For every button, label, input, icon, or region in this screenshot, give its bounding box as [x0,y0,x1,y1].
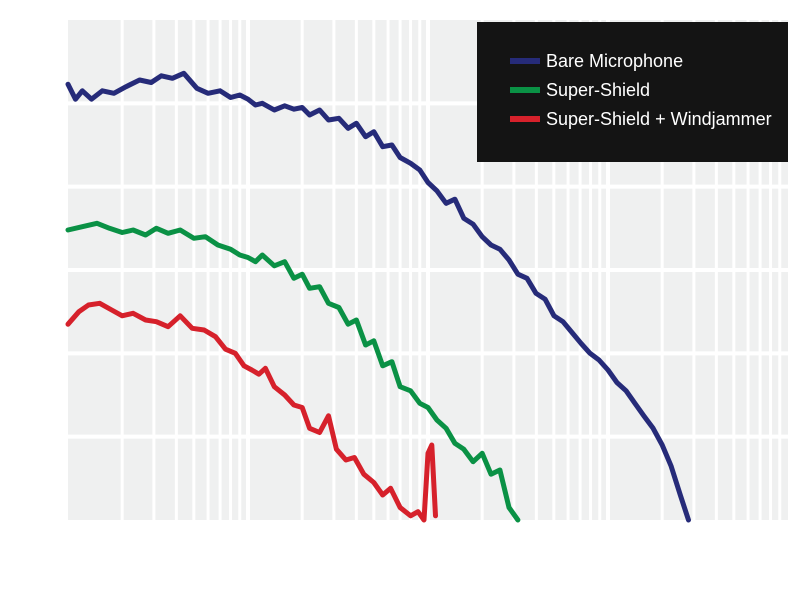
series-line-super-shield [65,220,521,523]
legend: Bare Microphone Super-Shield Super-Shiel… [477,22,788,162]
series-group [65,70,691,523]
legend-label-super-shield-windjammer: Super-Shield + Windjammer [546,109,772,129]
legend-label-bare-microphone: Bare Microphone [546,51,683,71]
series-line-super-shield-windjammer [65,300,438,523]
series-line-bare-microphone [65,70,691,523]
legend-label-super-shield: Super-Shield [546,80,650,100]
